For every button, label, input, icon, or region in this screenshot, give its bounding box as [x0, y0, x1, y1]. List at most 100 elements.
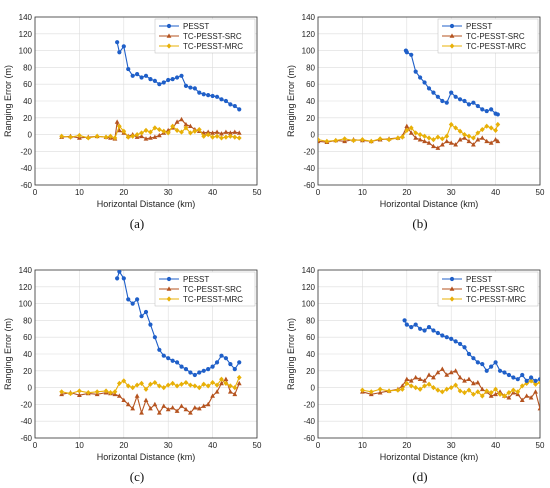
data-point: [59, 389, 65, 395]
data-point: [466, 133, 472, 139]
data-point: [148, 322, 153, 327]
data-point: [537, 377, 540, 382]
data-point: [219, 131, 224, 136]
x-tick-label: 40: [491, 188, 500, 197]
data-point: [201, 133, 207, 139]
data-point: [232, 385, 238, 391]
data-point: [417, 386, 423, 392]
y-tick-label: 0: [28, 131, 33, 140]
data-point: [453, 368, 459, 373]
y-tick-label: 80: [23, 63, 32, 72]
data-point: [170, 77, 175, 82]
data-point: [466, 351, 472, 357]
data-point: [210, 364, 215, 369]
data-point: [139, 380, 144, 386]
data-point: [117, 50, 122, 55]
data-point: [179, 116, 184, 122]
data-point: [318, 137, 321, 143]
data-point: [126, 297, 131, 302]
x-axis-label: Horizontal Distance (km): [97, 199, 196, 209]
x-tick-label: 10: [358, 441, 367, 450]
data-point: [152, 335, 157, 340]
data-point: [431, 374, 436, 380]
data-point: [125, 401, 131, 407]
data-point: [495, 112, 500, 117]
legend-marker: [449, 296, 455, 302]
data-point: [179, 73, 184, 78]
x-tick-label: 40: [208, 188, 217, 197]
x-axis-label: Horizontal Distance (km): [97, 452, 196, 462]
data-point: [156, 383, 162, 389]
data-point: [418, 75, 423, 80]
data-point: [135, 72, 140, 77]
data-point: [404, 127, 410, 133]
data-point: [457, 128, 463, 134]
legend-marker: [449, 43, 455, 49]
legend-marker: [449, 23, 455, 29]
y-tick-label: 80: [23, 316, 32, 325]
series-tc-pesst-mrc: [59, 123, 242, 141]
data-point: [440, 333, 445, 338]
panel-label: (a): [130, 216, 144, 231]
data-point: [210, 134, 215, 140]
x-tick-label: 10: [358, 188, 367, 197]
data-point: [453, 94, 458, 99]
data-point: [156, 132, 162, 138]
data-point: [183, 83, 189, 88]
data-point: [179, 364, 184, 369]
data-point: [448, 140, 454, 145]
data-point: [223, 98, 229, 104]
series-pesst: [115, 40, 242, 112]
data-point: [125, 383, 131, 389]
data-point: [409, 325, 414, 330]
data-point: [466, 387, 472, 393]
data-point: [77, 388, 82, 394]
data-point: [152, 379, 158, 386]
data-point: [227, 130, 233, 135]
data-point: [426, 86, 432, 91]
legend-marker: [166, 296, 172, 302]
data-point: [431, 143, 436, 149]
data-point: [232, 391, 238, 397]
y-tick-label: 140: [302, 266, 316, 275]
data-point: [130, 406, 136, 411]
x-tick-label: 30: [447, 188, 456, 197]
data-point: [143, 386, 149, 392]
data-point: [148, 77, 153, 82]
data-point: [475, 379, 481, 385]
data-point: [205, 383, 211, 389]
legend-entry-label: TC-PESST-SRC: [466, 32, 525, 41]
data-point: [435, 330, 440, 336]
data-point: [537, 406, 540, 411]
data-point: [139, 133, 144, 139]
data-point: [219, 97, 224, 102]
data-point: [183, 125, 189, 131]
data-point: [130, 133, 136, 139]
data-point: [125, 134, 131, 140]
data-point: [404, 376, 410, 381]
x-tick-label: 0: [33, 188, 38, 197]
data-point: [148, 406, 153, 411]
data-point: [196, 406, 202, 411]
data-point: [395, 135, 401, 141]
data-point: [484, 138, 490, 144]
data-point: [497, 368, 503, 373]
data-point: [59, 133, 65, 139]
data-point: [495, 138, 501, 144]
data-point: [201, 368, 206, 373]
data-point: [232, 367, 237, 372]
data-point: [511, 375, 516, 380]
y-axis-label: Ranging Error (m): [286, 65, 296, 137]
data-point: [506, 395, 512, 400]
x-tick-label: 10: [75, 441, 84, 450]
data-point: [435, 145, 441, 150]
data-point: [170, 358, 175, 363]
data-point: [143, 127, 149, 133]
data-point: [192, 128, 198, 134]
data-point: [413, 69, 418, 74]
data-point: [236, 380, 242, 386]
data-point: [444, 386, 450, 392]
data-point: [408, 383, 414, 389]
data-point: [471, 142, 476, 147]
